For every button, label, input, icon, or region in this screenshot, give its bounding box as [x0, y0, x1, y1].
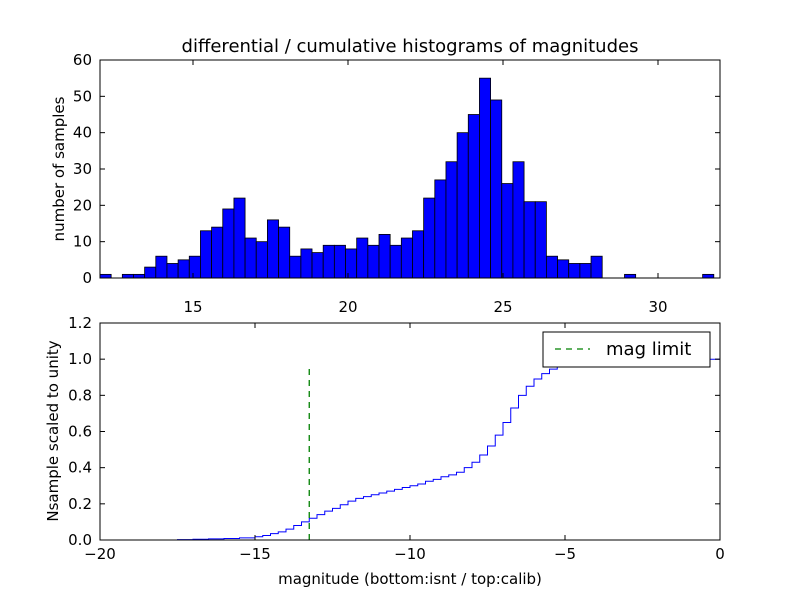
bottom-chart-xlabel: magnitude (bottom:isnt / top:calib) — [278, 570, 542, 588]
top-chart-ticks: 15 20 25 30 0 10 20 30 40 50 60 — [73, 51, 720, 316]
top-chart-ylabel: number of samples — [50, 96, 68, 241]
histogram-bar — [568, 263, 581, 279]
histogram-bar — [456, 132, 469, 279]
bottom-chart-ticks: −20 −15 −10 −5 0 0.0 0.2 0.4 0.6 0.8 1.0 1.2 — [68, 314, 725, 563]
histogram-bar — [155, 255, 168, 279]
bottom-xtick-label: −20 — [84, 545, 116, 563]
histogram-bar — [121, 273, 134, 279]
top-ytick-label: 0 — [82, 269, 92, 287]
top-chart-bars — [99, 77, 715, 279]
bottom-chart-ylabel: Nsample scaled to unity — [44, 340, 62, 521]
histogram-bar — [211, 226, 224, 279]
histogram-bar — [222, 208, 235, 279]
histogram-bar — [534, 201, 547, 279]
histogram-bar — [133, 273, 146, 279]
bottom-ytick-label: 0.0 — [68, 531, 92, 549]
histogram-bar — [200, 230, 213, 279]
histogram-bar — [557, 259, 570, 279]
top-ytick-label: 30 — [73, 160, 92, 178]
histogram-bar — [423, 197, 436, 279]
bottom-ytick-label: 0.8 — [68, 386, 92, 404]
histogram-bar — [99, 273, 112, 279]
histogram-bar — [188, 255, 201, 279]
histogram-bar — [702, 273, 715, 279]
cumulative-line — [100, 358, 721, 541]
top-chart-frame — [99, 59, 721, 279]
histogram-bar — [389, 244, 402, 279]
histogram-bar — [523, 201, 536, 279]
histogram-bar — [300, 248, 313, 279]
top-xtick-label: 15 — [183, 298, 202, 316]
bottom-xtick-label: −5 — [554, 545, 576, 563]
bottom-ytick-label: 0.6 — [68, 423, 92, 441]
bottom-xtick-label: −10 — [394, 545, 426, 563]
top-ytick-label: 20 — [73, 196, 92, 214]
histogram-bar — [289, 255, 302, 279]
bottom-ytick-label: 0.2 — [68, 495, 92, 513]
histogram-bar — [166, 263, 179, 279]
histogram-bar — [333, 244, 346, 279]
histogram-bar — [501, 183, 514, 279]
histogram-bar — [177, 259, 190, 279]
legend: mag limit — [542, 331, 711, 368]
histogram-bar — [400, 237, 413, 279]
top-chart-title: differential / cumulative histograms of … — [182, 36, 639, 57]
histogram-bar — [546, 255, 558, 279]
histogram-bar — [378, 233, 391, 279]
histogram-bar — [479, 77, 492, 279]
histogram-bar — [144, 266, 157, 279]
histogram-bar — [367, 244, 380, 279]
histogram-bar — [356, 237, 369, 279]
histogram-bar — [345, 248, 358, 279]
legend-mag-limit-label: mag limit — [606, 339, 691, 360]
top-xtick-label: 30 — [648, 298, 667, 316]
histogram-bar — [590, 255, 603, 279]
histogram-bar — [412, 230, 425, 279]
top-ytick-label: 40 — [73, 124, 92, 142]
histogram-bar — [278, 226, 291, 279]
bottom-ytick-label: 1.2 — [68, 314, 92, 332]
top-ytick-label: 50 — [73, 87, 92, 105]
histogram-bar — [624, 273, 637, 279]
bottom-ytick-label: 0.4 — [68, 459, 92, 477]
histogram-bar — [579, 263, 592, 279]
histogram-bar — [244, 237, 257, 279]
bottom-xtick-label: 0 — [715, 545, 725, 563]
top-xtick-label: 20 — [338, 298, 357, 316]
bottom-chart-plot — [100, 358, 721, 541]
bottom-chart-frame — [99, 322, 721, 541]
histogram-bar — [255, 241, 268, 279]
top-ytick-label: 60 — [73, 51, 92, 69]
histogram-bar — [266, 219, 279, 279]
histogram-bar — [512, 161, 525, 279]
histogram-bar — [490, 99, 503, 279]
histogram-bar — [233, 197, 246, 279]
histogram-bar — [434, 179, 447, 279]
bottom-xtick-label: −15 — [239, 545, 271, 563]
top-ytick-label: 10 — [73, 233, 92, 251]
bottom-ytick-label: 1.0 — [68, 350, 92, 368]
histogram-bar — [467, 114, 480, 279]
histogram-bar — [311, 252, 324, 279]
histogram-bar — [322, 244, 335, 279]
histogram-bar — [445, 161, 458, 279]
top-xtick-label: 25 — [493, 298, 512, 316]
